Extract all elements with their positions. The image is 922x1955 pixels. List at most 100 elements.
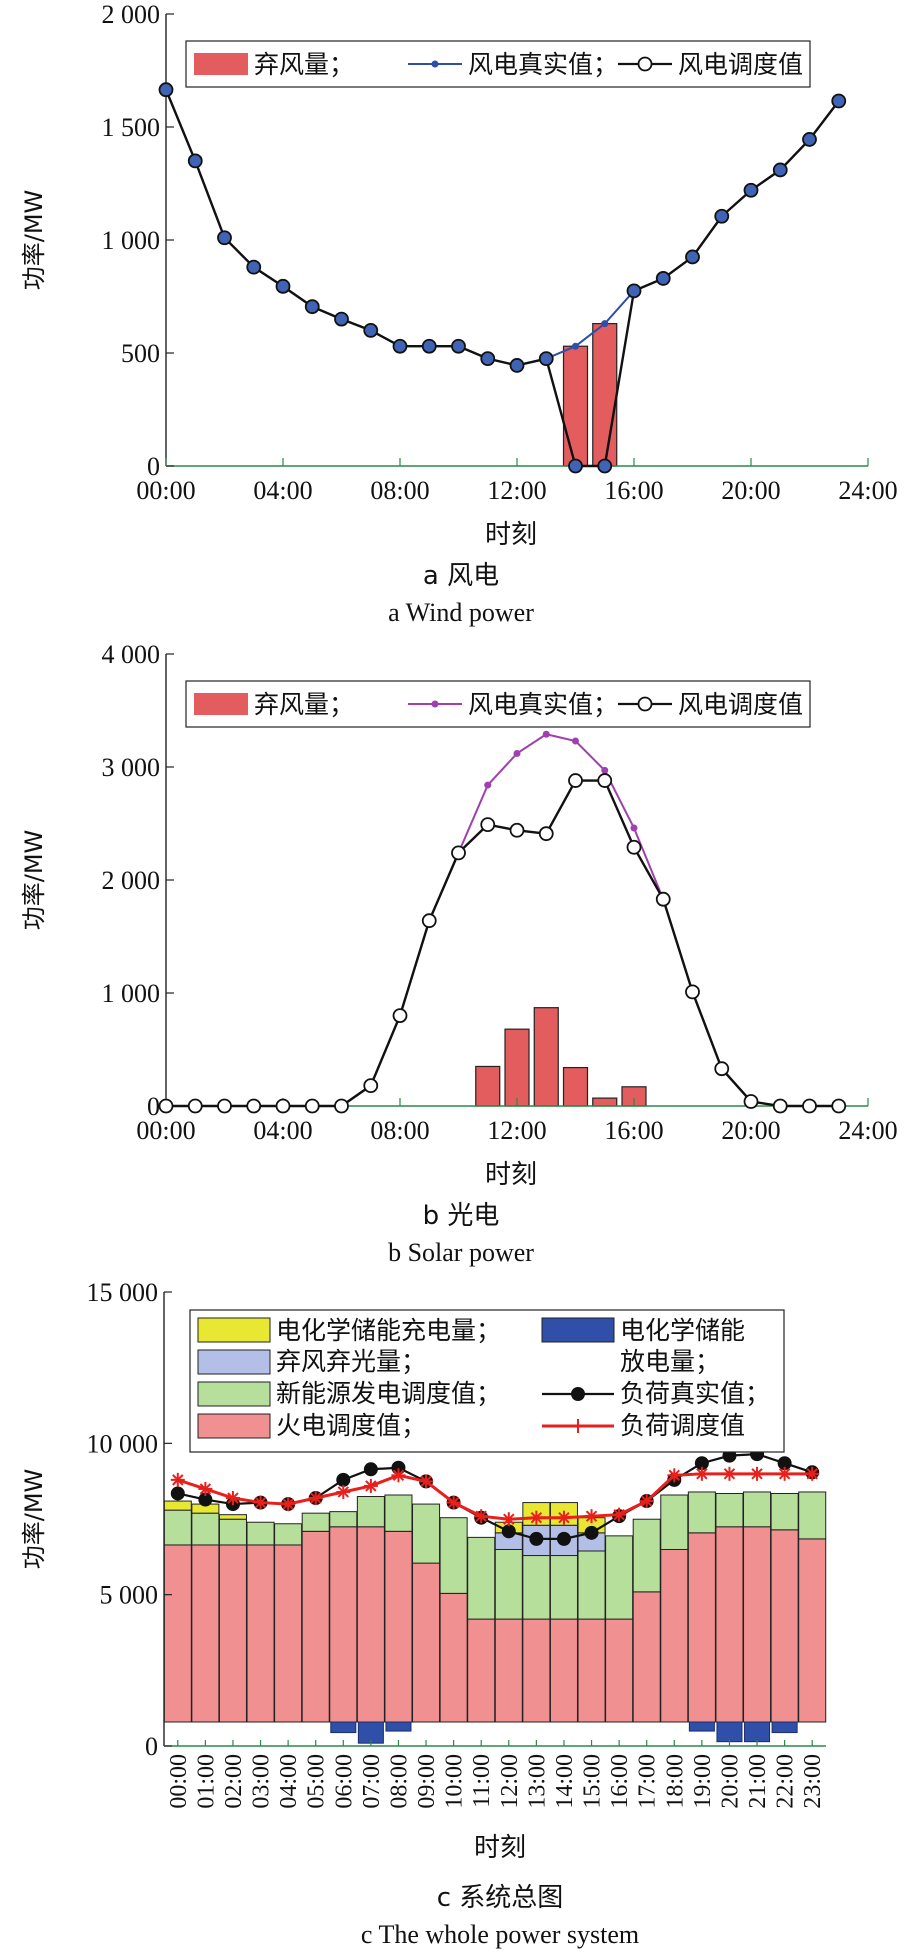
x-tick-label: 09:00 [414,1754,440,1809]
star-stroke [530,1511,543,1524]
thermal-bar [743,1526,772,1723]
star-stroke [199,1483,212,1495]
star-stroke [641,1495,653,1507]
dispatch-series-point [626,839,642,855]
x-tick-label: 04:00 [276,1754,302,1809]
discharging-bar [688,1721,715,1732]
dispatch-series-point [568,458,583,474]
dispatch-series-point [421,338,437,354]
renewable-bar [687,1491,716,1534]
panel-system: 0 5 000 10 000 15 000 00:00 01:00 02:00 03:00 04… [20,1278,827,1949]
star-stroke [254,1496,267,1509]
real-series-point [601,320,609,328]
legend-label-real: 风电真实值； [468,690,618,719]
legend-label-dispatch: 风电调度值 [678,50,803,79]
x-tick-label: 20:00 [721,1116,780,1145]
x-tick-label: 04:00 [253,1116,312,1145]
renewable-bar [163,1509,192,1546]
real-series-line [166,733,839,1107]
legend-label-renewable: 新能源发电调度值； [276,1379,501,1408]
thermal-bar [770,1529,799,1723]
x-tick-label: 14:00 [552,1754,578,1809]
load-dispatch-point [225,1491,240,1506]
dispatch-series-point [714,1061,730,1077]
thermal-bar [467,1618,496,1723]
real-series-point [572,342,579,350]
load-dispatch-point [363,1478,378,1493]
x-tick-label: 01:00 [193,1754,219,1809]
legend-label-load-dispatch: 负荷调度值 [620,1411,745,1440]
caption-cn: a 风电 [423,561,499,591]
x-tick-label: 00:00 [136,1116,195,1145]
dispatch-series-line [166,779,839,1108]
y-axis-label: 功率/MW [20,830,48,931]
dispatch-series-point [334,1098,349,1114]
dispatch-series-point [363,322,379,338]
dispatch-series-point [392,338,408,354]
load-dispatch-point [253,1495,268,1510]
caption-en: c The whole power system [361,1920,639,1949]
thermal-bar [798,1538,827,1723]
renewable-bar [218,1518,247,1546]
thermal-bar [412,1562,441,1723]
renewable-bar [439,1517,468,1594]
x-tick-label: 22:00 [773,1754,799,1809]
x-tick-label: 18:00 [662,1754,688,1809]
renewable-bar [494,1548,523,1620]
load-dispatch-point [170,1472,185,1487]
star-stroke [503,1513,515,1525]
x-tick-label: 16:00 [604,476,663,505]
star-stroke [172,1474,184,1486]
thermal-bar [329,1526,358,1723]
dispatch-series-point [743,182,759,198]
dispatch-series-point [246,259,262,275]
dispatch-series-point [187,153,203,169]
legend-label-discharge-1: 电化学储能 [620,1316,745,1345]
dispatch-series-point [304,1098,320,1114]
x-tick-label: 00:00 [136,476,195,505]
x-tick-label: 02:00 [221,1754,247,1809]
renewable-bar [301,1512,330,1532]
charging-bar [218,1514,247,1520]
dispatch-series-point [451,845,466,861]
load-real-point [198,1492,213,1507]
dispatch-series-point [685,249,700,265]
load-real-point [170,1486,185,1501]
star-stroke [447,1496,460,1509]
legend-swatch-curtailment [194,53,248,75]
renewable-bar [743,1491,772,1528]
load-real-point [584,1525,599,1540]
dispatch-series-point [275,278,291,294]
star-stroke [613,1508,625,1521]
y-tick-label: 4 000 [102,640,161,669]
x-axis-label: 时刻 [474,1833,526,1863]
thermal-bar [577,1618,606,1723]
discharging-bar [385,1721,412,1732]
x-tick-label: 08:00 [370,1116,429,1145]
y-tick-label: 1 000 [102,979,161,1008]
dispatch-series-point [275,1098,291,1114]
load-dispatch-point [501,1512,516,1527]
dispatch-series-point [334,311,349,327]
dispatch-series-point [246,1098,262,1114]
curtailment-bar [562,1066,589,1107]
load-dispatch-point [308,1491,323,1506]
dispatch-series-point [538,826,554,842]
discharging-bar [744,1721,771,1743]
renewable-bar [660,1494,689,1550]
dispatch-series-point [363,1078,379,1094]
legend-box [185,680,811,728]
curtailment-bar [592,323,618,467]
load-dispatch-point [198,1481,213,1496]
thermal-bar [660,1548,689,1723]
legend-label-discharge-2: 放电量； [620,1347,720,1376]
dispatch-series-point [304,299,320,315]
renewable-bar [191,1512,220,1546]
load-real-point [501,1524,516,1539]
load-dispatch-point [777,1466,792,1481]
x-tick-label: 24:00 [838,1116,897,1145]
real-series-point [572,737,579,745]
star-stroke [585,1510,598,1522]
dispatch-series-point [831,1098,847,1114]
caption-en: b Solar power [388,1238,534,1267]
